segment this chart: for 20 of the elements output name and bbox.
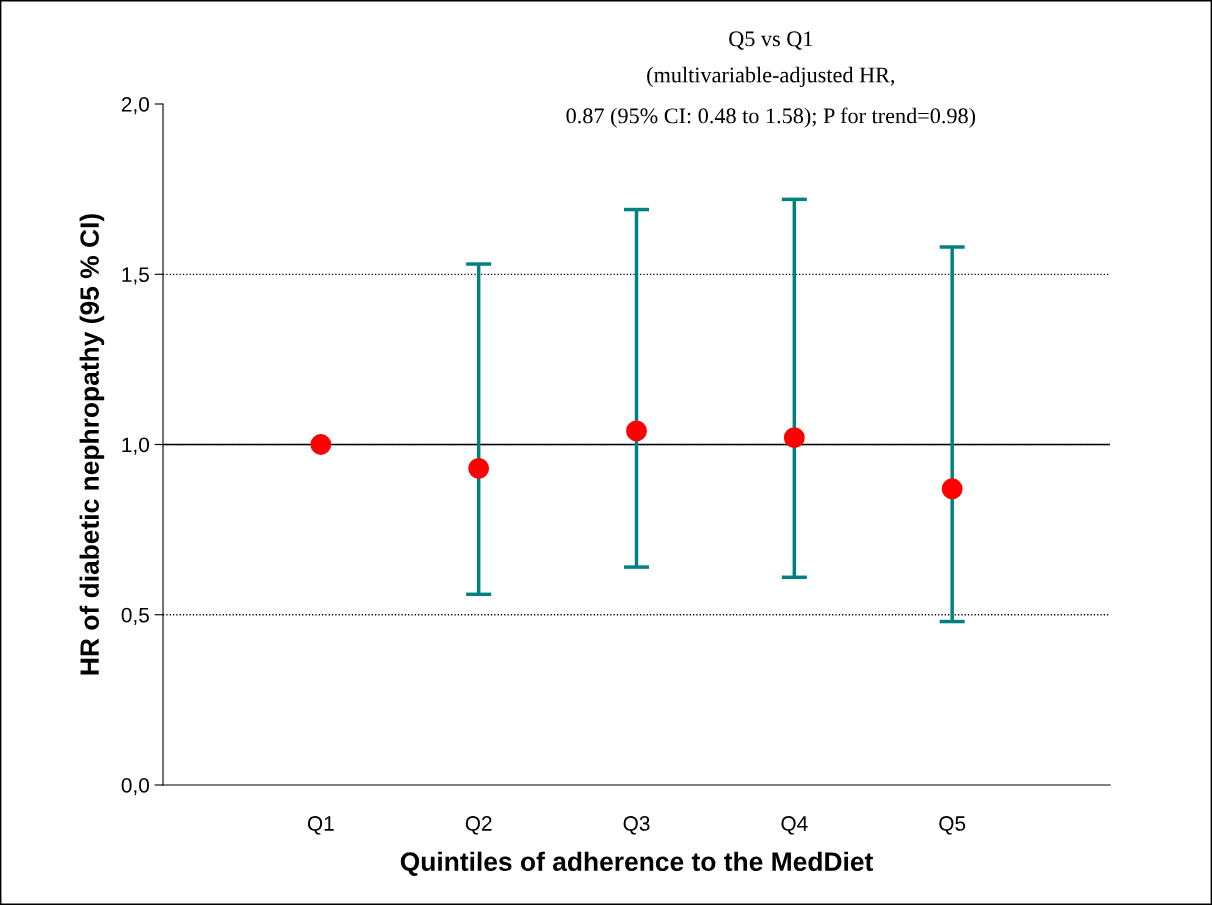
y-axis-title: HR of diabetic nephropathy (95 % CI) <box>79 214 105 675</box>
annotation: 0.87 (95% CI: 0.48 to 1.58); P for trend=0.98) <box>566 107 976 128</box>
x-tick-label: Q1 <box>307 816 334 835</box>
x-tick-label: Q3 <box>623 816 650 835</box>
y-tick-label: 2,0 <box>121 97 149 115</box>
x-tick-label: Q5 <box>939 816 966 835</box>
y-tick-label: 0,5 <box>121 607 149 625</box>
y-tick-label: 0,0 <box>121 778 149 796</box>
text: Q5 vs Q1 <box>729 31 813 50</box>
x-tick-label: Q2 <box>465 816 492 835</box>
text: (multivariable-adjusted HR, <box>647 66 895 87</box>
x-tick-label: Q4 <box>781 816 808 835</box>
point <box>626 420 647 442</box>
y-tick-label: 1,0 <box>122 437 149 455</box>
point <box>468 457 490 479</box>
point <box>941 478 963 500</box>
y-tick-label: 1,5 <box>122 267 149 285</box>
point <box>310 434 332 455</box>
point <box>783 427 805 449</box>
x-axis-title: Quintiles of adherence to the MedDiet <box>400 851 873 876</box>
